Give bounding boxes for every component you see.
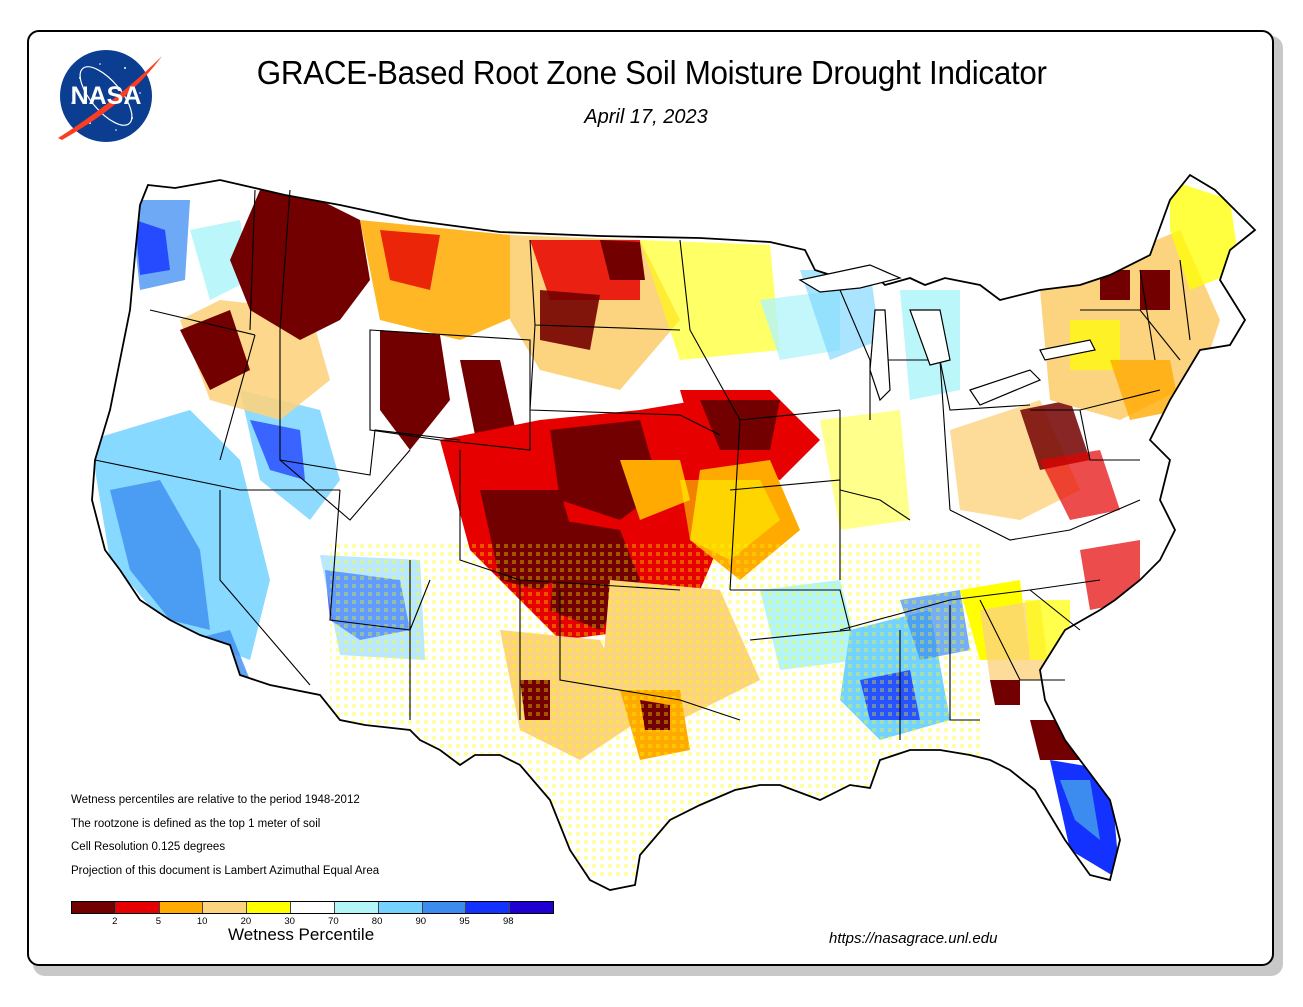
legend-ticks: 2 5 10 20 30 70 80 90 95 98 [71,914,552,928]
legend-tick-label: 90 [415,916,427,927]
svg-text:NASA: NASA [71,82,142,110]
mixed-region-midwest [760,270,1120,530]
legend-tick-label: 30 [284,916,295,927]
legend-swatch [115,902,160,913]
map-date: April 17, 2023 [584,106,708,128]
legend-tick-label: 5 [155,916,162,927]
legend-swatch [422,902,467,913]
legend-tick-label: 2 [112,916,118,927]
note-period: Wetness percentiles are relative to the … [71,794,360,806]
note-resolution: Cell Resolution 0.125 degrees [71,841,226,853]
legend-tick-label: 95 [459,916,470,927]
legend-swatch [510,902,553,913]
drought-region-northeast [1040,180,1240,420]
color-legend: 2 5 10 20 30 70 80 90 95 98 Wetness Percentile [71,901,554,944]
source-url[interactable]: https://nasagrace.unl.edu [829,930,998,947]
great-lakes [798,264,1096,406]
legend-swatch [247,902,292,913]
legend-title: Wetness Percentile [228,925,375,944]
nasa-logo-icon: NASA [58,50,162,142]
us-drought-map [91,174,1256,891]
legend-swatch [203,902,248,913]
note-projection: Projection of this document is Lambert A… [71,864,380,877]
map-notes: Wetness percentiles are relative to the … [71,793,379,887]
legend-swatch [72,902,116,913]
legend-tick-label: 70 [328,916,339,927]
legend-tick-label: 10 [196,916,208,927]
legend-swatch [291,902,335,913]
legend-tick-label: 20 [240,916,252,927]
map-title: GRACE-Based Root Zone Soil Moisture Drou… [256,54,1047,91]
legend-tick-label: 80 [371,916,383,927]
legend-swatch [334,902,379,913]
legend-color-bar [71,901,554,914]
legend-swatch [378,902,423,913]
legend-swatch [159,902,204,913]
legend-tick-label: 98 [502,916,514,927]
speckle-overlay [330,540,980,880]
legend-swatch [466,902,511,913]
state-borders [94,189,1191,740]
note-rootzone: The rootzone is defined as the top 1 met… [71,817,321,830]
